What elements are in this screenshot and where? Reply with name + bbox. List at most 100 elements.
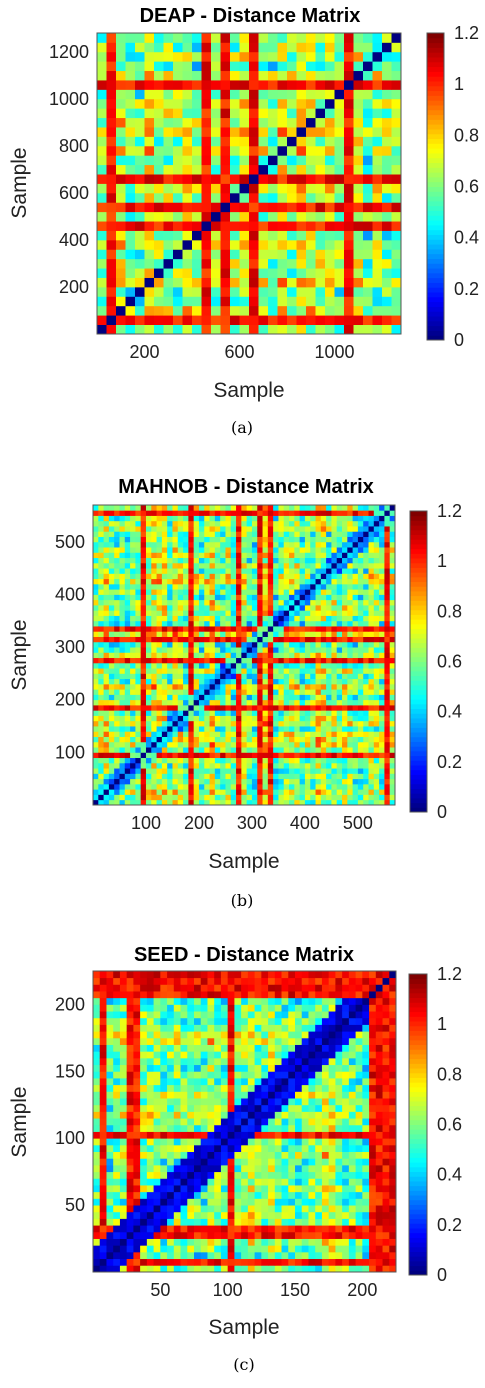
heatmap-cell	[310, 599, 316, 606]
heatmap-cell	[320, 705, 327, 711]
heatmap-cell	[93, 599, 99, 606]
heatmap-cell	[144, 117, 155, 128]
heatmap-cell	[106, 971, 114, 979]
heatmap-cell	[389, 768, 396, 774]
heatmap-cell	[198, 547, 205, 553]
heatmap-cell	[363, 736, 369, 743]
heatmap-cell	[334, 164, 345, 175]
y-tick-label: 1200	[49, 42, 89, 62]
heatmap-cell	[310, 726, 316, 732]
y-tick-label: 600	[59, 183, 89, 203]
heatmap-cell	[373, 531, 380, 537]
heatmap-cell	[119, 1004, 128, 1012]
heatmap-cell	[241, 605, 248, 611]
heatmap-cell	[315, 531, 322, 537]
heatmap-cell	[257, 599, 263, 606]
heatmap-cell	[304, 626, 311, 632]
heatmap-cell	[296, 61, 307, 72]
heatmap-cell	[108, 594, 115, 601]
heatmap-cell	[108, 789, 115, 795]
heatmap-cell	[93, 1118, 101, 1126]
heatmap-cell	[214, 794, 221, 801]
heatmap-cell	[220, 505, 226, 511]
heatmap-cell	[334, 296, 345, 307]
heatmap-cell	[103, 673, 110, 680]
heatmap-cell	[98, 694, 104, 701]
heatmap-cell	[325, 277, 335, 288]
heatmap-cell	[103, 726, 110, 732]
heatmap-cell	[151, 573, 157, 580]
heatmap-cell	[363, 747, 369, 753]
heatmap-cell	[177, 541, 184, 548]
heatmap-cell	[192, 117, 202, 128]
heatmap-cell	[220, 726, 226, 732]
heatmap-cell	[289, 557, 295, 564]
heatmap-cell	[220, 789, 226, 795]
heatmap-cell	[183, 757, 189, 764]
heatmap-cell	[384, 699, 391, 706]
heatmap-cell	[198, 662, 205, 669]
heatmap-cell	[241, 510, 248, 516]
heatmap-cell	[99, 1024, 107, 1032]
colorbar-segment	[427, 181, 444, 187]
heatmap-cell	[363, 757, 369, 764]
heatmap-cell	[320, 794, 327, 801]
heatmap-cell	[230, 230, 240, 241]
heatmap-cell	[344, 42, 354, 53]
heatmap-cell	[236, 789, 242, 795]
heatmap-cell	[119, 641, 126, 648]
heatmap-cell	[140, 573, 147, 580]
heatmap-cell	[283, 762, 290, 769]
heatmap-cell	[198, 699, 205, 706]
heatmap-cell	[188, 783, 195, 790]
heatmap-cell	[334, 98, 345, 109]
heatmap-cell	[173, 117, 183, 128]
heatmap-cell	[135, 662, 142, 669]
heatmap-cell	[183, 747, 189, 753]
heatmap-cell	[220, 778, 226, 785]
heatmap-cell	[113, 1151, 121, 1159]
heatmap-cell	[326, 789, 332, 795]
heatmap-cell	[281, 1231, 289, 1239]
heatmap-cell	[106, 145, 117, 156]
heatmap-cell	[310, 789, 316, 795]
heatmap-cell	[211, 98, 221, 109]
heatmap-cell	[278, 710, 285, 716]
heatmap-cell	[230, 615, 237, 622]
heatmap-cell	[124, 752, 131, 759]
heatmap-cell	[198, 683, 205, 690]
heatmap-cell	[116, 183, 126, 194]
colorbar-segment	[410, 553, 427, 559]
heatmap-cell	[183, 557, 189, 564]
heatmap-cell	[220, 520, 226, 527]
heatmap-cell	[135, 221, 145, 231]
heatmap-cell	[262, 757, 269, 764]
heatmap-cell	[289, 583, 295, 590]
heatmap-cell	[108, 720, 115, 727]
heatmap-cell	[278, 678, 285, 685]
heatmap-cell	[334, 117, 345, 128]
heatmap-cell	[267, 683, 274, 690]
heatmap-cell	[156, 762, 163, 769]
heatmap-cell	[103, 557, 110, 564]
heatmap-cell	[214, 699, 221, 706]
heatmap-cell	[220, 652, 226, 659]
heatmap-cell	[315, 668, 322, 674]
heatmap-cell	[342, 747, 348, 753]
heatmap-cell	[320, 710, 327, 716]
heatmap-cell	[304, 631, 311, 637]
heatmap-cell	[375, 1258, 383, 1266]
heatmap-cell	[315, 789, 322, 795]
heatmap-cell	[326, 641, 332, 648]
heatmap-cell	[163, 249, 174, 260]
heatmap-cell	[310, 647, 316, 653]
heatmap-cell	[379, 768, 385, 774]
heatmap-cell	[167, 657, 173, 664]
heatmap-cell	[320, 536, 327, 543]
heatmap-cell	[133, 1138, 141, 1146]
heatmap-cell	[368, 547, 375, 553]
heatmap-cell	[177, 641, 184, 648]
heatmap-cell	[193, 515, 200, 522]
heatmap-cell	[278, 757, 285, 764]
heatmap-cell	[273, 589, 279, 595]
